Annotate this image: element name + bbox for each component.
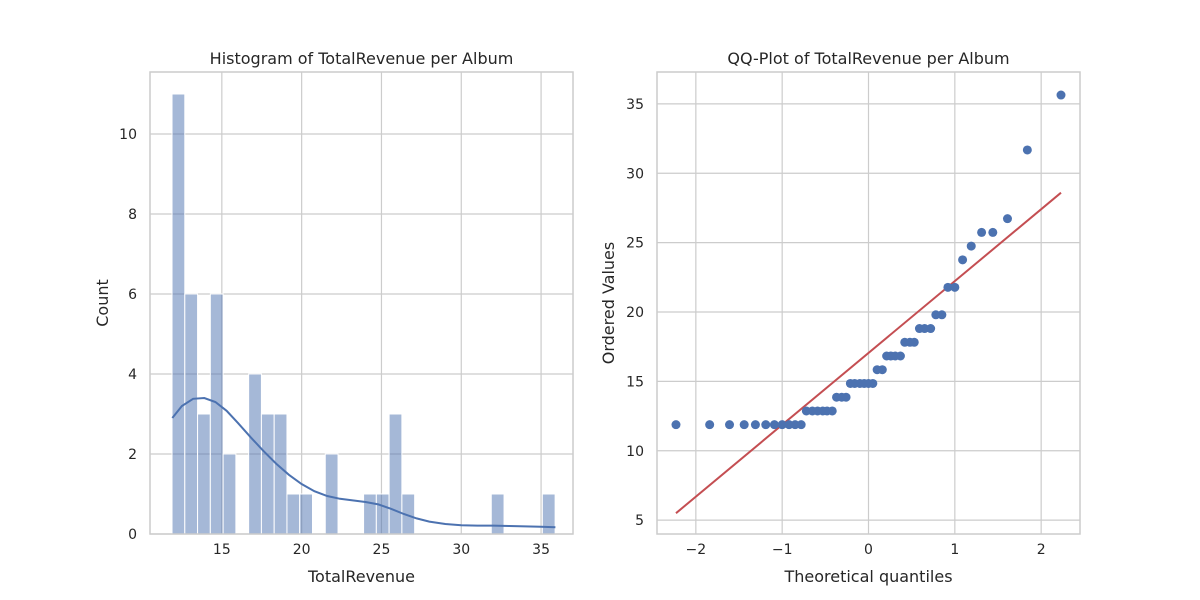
kde-curve xyxy=(171,396,556,529)
qq-point xyxy=(725,420,735,430)
qq-point xyxy=(937,310,947,320)
histogram-bar xyxy=(184,293,199,535)
histogram-bar xyxy=(363,493,377,535)
histogram-bar xyxy=(260,413,275,535)
histogram-bar xyxy=(248,373,262,535)
qq-xlabel: Theoretical quantiles xyxy=(783,567,952,586)
qq-point xyxy=(1056,90,1066,100)
qq-point xyxy=(777,420,787,430)
qq-point xyxy=(966,241,976,251)
histogram-y-tick-label: 8 xyxy=(128,207,137,223)
qq-y-tick-label: 5 xyxy=(635,513,644,529)
qq-point xyxy=(739,420,749,430)
histogram-bar xyxy=(375,493,390,535)
histogram-ylabel: Count xyxy=(93,279,112,327)
qq-point xyxy=(868,378,878,388)
histogram-bar xyxy=(324,453,339,535)
histogram-y-tick-label: 2 xyxy=(128,447,137,463)
qq-fit-line xyxy=(675,191,1062,514)
qq-y-tick-label: 15 xyxy=(626,374,644,390)
histogram-axes-frame xyxy=(149,71,574,535)
histogram-bar xyxy=(490,493,505,535)
histogram-tick-labels: 15 20 25 30 35 0 2 4 6 8 10 xyxy=(119,127,550,558)
qq-point xyxy=(958,255,968,265)
histogram-bars xyxy=(171,93,556,535)
qq-axes-frame xyxy=(656,71,1081,535)
qq-y-tick-label: 20 xyxy=(626,305,644,321)
qq-point xyxy=(827,406,837,416)
qq-point xyxy=(926,324,936,334)
qq-x-tick-label: 0 xyxy=(864,542,873,558)
qq-point xyxy=(761,420,771,430)
qq-y-tick-label: 35 xyxy=(626,97,644,113)
histogram-bar xyxy=(299,493,313,535)
histogram-x-tick-label: 25 xyxy=(373,542,391,558)
qq-point xyxy=(1022,145,1032,155)
histogram-y-tick-label: 6 xyxy=(128,287,137,303)
histogram-title: Histogram of TotalRevenue per Album xyxy=(210,49,514,68)
histogram-x-tick-label: 15 xyxy=(213,542,231,558)
qq-point xyxy=(943,282,953,292)
histogram-bar xyxy=(388,413,403,535)
histogram-bar xyxy=(197,413,211,535)
histogram-bar xyxy=(209,293,224,535)
qq-grid xyxy=(657,72,1080,534)
histogram-bar xyxy=(222,453,237,535)
qq-y-tick-label: 30 xyxy=(626,166,644,182)
qq-point xyxy=(988,227,998,237)
qq-point xyxy=(909,337,919,347)
qq-point xyxy=(877,365,887,375)
qq-y-tick-label: 10 xyxy=(626,444,644,460)
qq-y-tick-label: 25 xyxy=(626,236,644,252)
qq-x-tick-label: −2 xyxy=(686,542,707,558)
histogram-x-tick-label: 35 xyxy=(532,542,550,558)
qq-ylabel: Ordered Values xyxy=(599,242,618,364)
qq-point xyxy=(796,420,806,430)
histogram-x-tick-label: 30 xyxy=(452,542,470,558)
histogram-x-tick-label: 20 xyxy=(293,542,311,558)
histogram-bar xyxy=(273,413,288,535)
histogram-y-tick-label: 4 xyxy=(128,367,137,383)
qq-point xyxy=(705,420,715,430)
qq-point xyxy=(895,351,905,361)
qq-point xyxy=(1002,214,1012,224)
qq-point xyxy=(671,420,681,430)
histogram-bar xyxy=(286,493,301,535)
qq-point xyxy=(841,392,851,402)
qq-x-tick-label: 2 xyxy=(1037,542,1046,558)
qq-point xyxy=(977,227,987,237)
qq-x-tick-label: 1 xyxy=(950,542,959,558)
qq-x-tick-label: −1 xyxy=(772,542,793,558)
qq-title: QQ-Plot of TotalRevenue per Album xyxy=(727,49,1009,68)
histogram-panel: 15 20 25 30 35 0 2 4 6 8 10 Histogram of TotalReve… xyxy=(93,49,574,586)
qq-point xyxy=(750,420,760,430)
histogram-xlabel: TotalRevenue xyxy=(307,567,415,586)
histogram-bar xyxy=(171,93,186,535)
histogram-y-tick-label: 0 xyxy=(128,527,137,543)
histogram-y-tick-label: 10 xyxy=(119,127,137,143)
qq-points xyxy=(671,90,1066,430)
qq-point xyxy=(950,282,960,292)
qq-point xyxy=(769,420,779,430)
